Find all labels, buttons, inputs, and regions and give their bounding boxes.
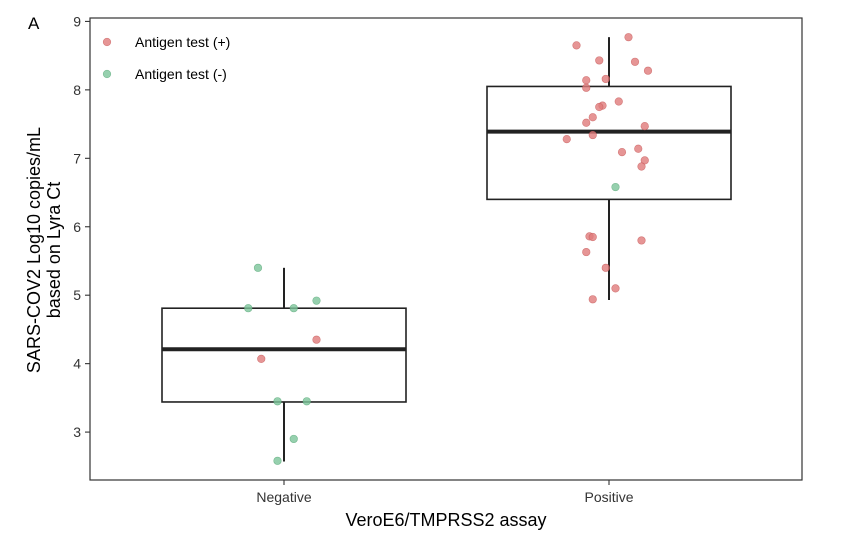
- point-antigen-positive: [588, 295, 597, 304]
- point-antigen-positive: [595, 56, 604, 65]
- point-antigen-negative: [302, 397, 311, 406]
- point-antigen-positive: [595, 102, 604, 112]
- point-antigen-positive: [614, 97, 623, 106]
- point-antigen-negative: [273, 397, 282, 406]
- point-antigen-positive: [562, 135, 571, 144]
- y-tick-label: 9: [73, 13, 81, 29]
- point-antigen-positive: [637, 236, 646, 245]
- point-antigen-positive: [588, 130, 597, 140]
- point-antigen-positive: [601, 74, 610, 84]
- point-antigen-positive: [312, 335, 321, 344]
- legend-label-1: Antigen test (-): [135, 66, 227, 82]
- y-tick-label: 6: [73, 219, 81, 235]
- point-antigen-positive: [624, 33, 633, 42]
- x-tick-label-positive: Positive: [584, 489, 633, 505]
- point-antigen-positive: [637, 162, 646, 171]
- point-antigen-positive: [617, 148, 627, 157]
- point-antigen-positive: [643, 66, 653, 75]
- boxes-layer: [161, 37, 732, 462]
- point-antigen-positive: [588, 232, 597, 242]
- y-tick-label: 4: [73, 356, 81, 372]
- point-antigen-positive: [630, 57, 640, 66]
- legend-key-1: [102, 69, 112, 79]
- point-antigen-negative: [289, 304, 298, 313]
- point-antigen-positive: [582, 247, 591, 257]
- x-axis-title: VeroE6/TMPRSS2 assay: [345, 510, 546, 530]
- point-antigen-negative: [611, 182, 620, 192]
- point-antigen-positive: [582, 83, 591, 92]
- point-antigen-positive: [611, 284, 620, 293]
- point-antigen-negative: [273, 456, 282, 465]
- box-positive: [486, 85, 732, 201]
- point-antigen-positive: [640, 122, 649, 131]
- points-layer: [244, 33, 653, 465]
- y-tick-label: 3: [73, 424, 81, 440]
- point-antigen-positive: [582, 118, 591, 127]
- y-tick-label: 7: [73, 150, 81, 166]
- point-antigen-positive: [601, 263, 610, 272]
- y-axis: 3 4 5 6 7 8 9: [73, 13, 90, 440]
- panel-label: A: [28, 14, 40, 33]
- x-axis: Negative Positive: [256, 480, 634, 505]
- legend-key-0: [102, 37, 112, 47]
- legend: Antigen test (+) Antigen test (-): [102, 34, 230, 82]
- plot-panel: [89, 17, 803, 481]
- point-antigen-positive: [582, 76, 591, 85]
- y-tick-label: 5: [73, 287, 81, 303]
- point-antigen-negative: [253, 263, 263, 272]
- y-axis-title-line2: based on Lyra Ct: [44, 182, 64, 318]
- y-axis-title-line1: SARS-COV2 Log10 copies/mL: [24, 127, 44, 373]
- point-antigen-positive: [572, 41, 581, 50]
- y-tick-label: 8: [73, 82, 81, 98]
- legend-label-0: Antigen test (+): [135, 34, 230, 50]
- box-negative: [161, 307, 407, 403]
- point-antigen-negative: [312, 296, 321, 305]
- point-antigen-negative: [244, 304, 253, 313]
- point-antigen-negative: [289, 434, 298, 444]
- y-axis-title: SARS-COV2 Log10 copies/mL based on Lyra …: [24, 127, 64, 373]
- x-tick-label-negative: Negative: [256, 489, 311, 505]
- point-antigen-positive: [257, 354, 266, 363]
- point-antigen-positive: [588, 113, 597, 122]
- point-antigen-positive: [634, 144, 643, 153]
